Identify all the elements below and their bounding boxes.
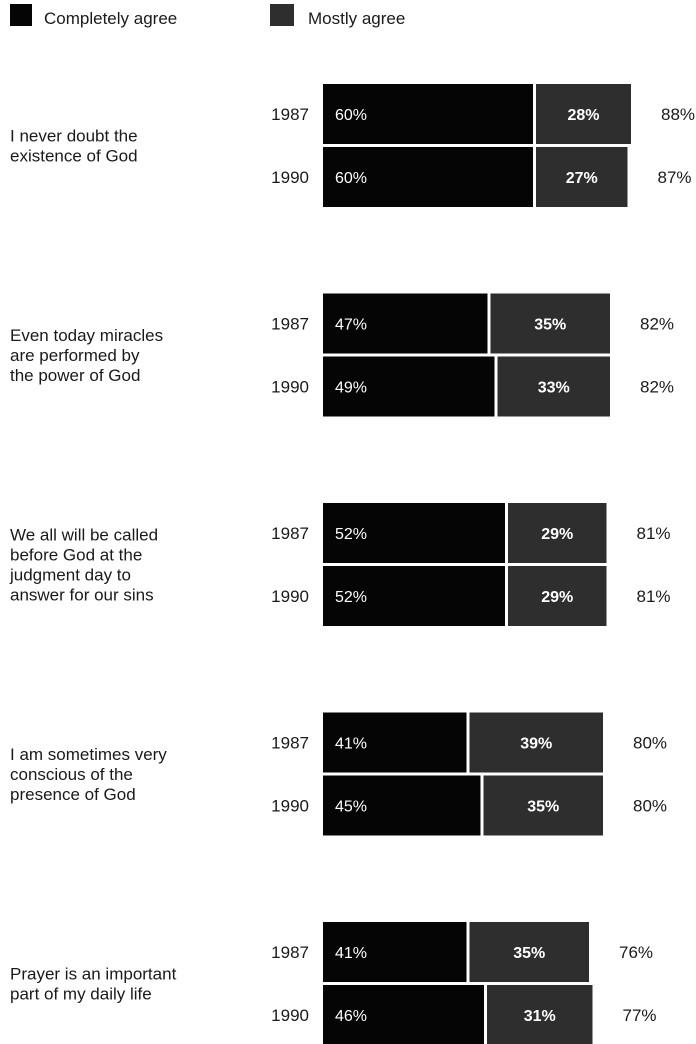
data-label-completely-agree: 45% — [335, 799, 367, 816]
year-label: 1990 — [271, 587, 309, 606]
data-label-mostly-agree: 29% — [541, 526, 573, 543]
total-label: 88% — [661, 105, 695, 124]
legend-label-completely-agree: Completely agree — [44, 9, 177, 28]
bar-mostly-agree — [487, 985, 593, 1044]
statement-label: answer for our sins — [10, 586, 154, 605]
bar-completely-agree — [323, 775, 481, 836]
bar-completely-agree — [323, 712, 467, 773]
bar-completely-agree — [323, 566, 505, 626]
data-label-completely-agree: 52% — [335, 589, 367, 606]
year-label: 1987 — [271, 105, 309, 124]
data-label-completely-agree: 46% — [335, 1008, 367, 1025]
bar-completely-agree — [323, 503, 505, 563]
statement-label: part of my daily life — [10, 985, 152, 1004]
data-label-completely-agree: 41% — [335, 736, 367, 753]
data-label-mostly-agree: 27% — [566, 170, 598, 187]
bar-completely-agree — [323, 293, 488, 354]
data-label-completely-agree: 49% — [335, 380, 367, 397]
year-label: 1987 — [271, 734, 309, 753]
statement-label: judgment day to — [9, 566, 131, 585]
statement-label: We all will be called — [10, 526, 158, 545]
data-label-mostly-agree: 35% — [527, 799, 559, 816]
legend-swatch-mostly-agree — [270, 4, 294, 26]
year-label: 1990 — [271, 378, 309, 397]
statement-label: I never doubt the — [10, 127, 138, 146]
bar-mostly-agree — [469, 922, 589, 982]
total-label: 82% — [640, 378, 674, 397]
bar-mostly-agree — [497, 356, 610, 417]
bar-mostly-agree — [508, 503, 607, 563]
legend: Completely agree Mostly agree — [10, 4, 405, 28]
total-label: 81% — [637, 587, 671, 606]
year-label: 1990 — [271, 797, 309, 816]
legend-item-completely-agree: Completely agree — [10, 4, 177, 28]
data-label-completely-agree: 60% — [335, 107, 367, 124]
total-label: 77% — [623, 1006, 657, 1025]
legend-item-mostly-agree: Mostly agree — [270, 4, 405, 28]
year-label: 1987 — [271, 315, 309, 334]
data-label-mostly-agree: 35% — [513, 945, 545, 962]
bar-completely-agree — [323, 922, 467, 982]
bar-mostly-agree — [483, 775, 603, 836]
total-label: 80% — [633, 734, 667, 753]
year-label: 1987 — [271, 524, 309, 543]
bar-completely-agree — [323, 985, 484, 1044]
data-label-mostly-agree: 33% — [538, 380, 570, 397]
data-label-completely-agree: 41% — [335, 945, 367, 962]
statement-label: are performed by — [10, 346, 140, 365]
data-label-mostly-agree: 39% — [520, 736, 552, 753]
statement-label: I am sometimes very — [10, 745, 167, 764]
total-label: 82% — [640, 315, 674, 334]
data-label-completely-agree: 60% — [335, 170, 367, 187]
data-label-mostly-agree: 29% — [541, 589, 573, 606]
data-label-mostly-agree: 28% — [567, 107, 599, 124]
bar-mostly-agree — [536, 84, 631, 144]
bar-completely-agree — [323, 356, 495, 417]
data-label-completely-agree: 52% — [335, 526, 367, 543]
total-label: 76% — [619, 943, 653, 962]
year-label: 1990 — [271, 1006, 309, 1025]
bar-mostly-agree — [469, 712, 603, 773]
total-label: 87% — [658, 168, 692, 187]
data-label-mostly-agree: 35% — [534, 317, 566, 334]
legend-swatch-completely-agree — [10, 4, 32, 26]
statement-label: the power of God — [10, 366, 140, 385]
bar-mostly-agree — [536, 147, 628, 207]
bar-completely-agree — [323, 84, 533, 144]
statement-label: before God at the — [10, 546, 142, 565]
year-label: 1987 — [271, 943, 309, 962]
total-label: 81% — [637, 524, 671, 543]
statement-label: Prayer is an important — [10, 965, 177, 984]
legend-label-mostly-agree: Mostly agree — [308, 9, 405, 28]
statement-label: Even today miracles — [10, 326, 163, 345]
bar-completely-agree — [323, 147, 533, 207]
bar-mostly-agree — [490, 293, 610, 354]
statement-label: conscious of the — [10, 765, 133, 784]
statement-label: presence of God — [10, 785, 136, 804]
bar-mostly-agree — [508, 566, 607, 626]
data-label-mostly-agree: 31% — [524, 1008, 556, 1025]
year-label: 1990 — [271, 168, 309, 187]
data-label-completely-agree: 47% — [335, 317, 367, 334]
total-label: 80% — [633, 797, 667, 816]
statement-label: existence of God — [10, 147, 138, 166]
